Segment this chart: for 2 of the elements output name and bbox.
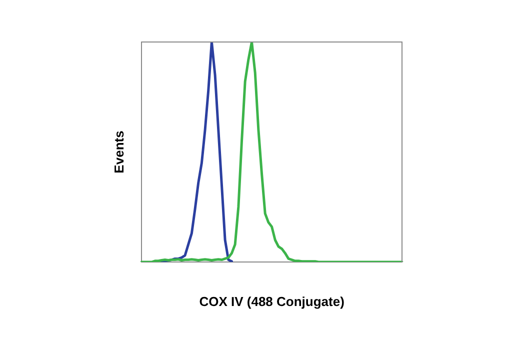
y-axis-title: Events [111, 130, 126, 174]
x-axis-title: COX IV (488 Conjugate) [199, 294, 344, 309]
